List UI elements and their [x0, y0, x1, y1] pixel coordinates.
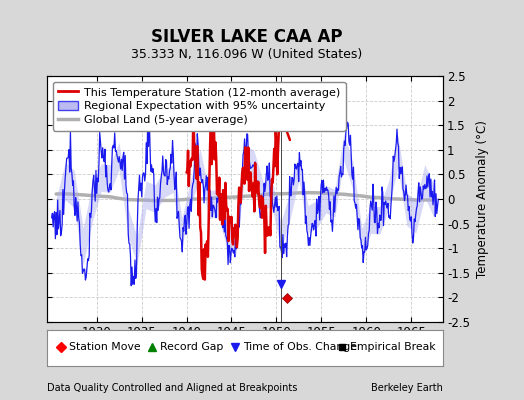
Legend: This Temperature Station (12-month average), Regional Expectation with 95% uncer: This Temperature Station (12-month avera… — [53, 82, 346, 131]
Text: SILVER LAKE CAA AP: SILVER LAKE CAA AP — [150, 28, 342, 46]
Text: Empirical Break: Empirical Break — [350, 342, 435, 352]
Text: 35.333 N, 116.096 W (United States): 35.333 N, 116.096 W (United States) — [130, 48, 362, 61]
Text: Data Quality Controlled and Aligned at Breakpoints: Data Quality Controlled and Aligned at B… — [47, 383, 298, 393]
Y-axis label: Temperature Anomaly (°C): Temperature Anomaly (°C) — [475, 120, 488, 278]
Text: Berkeley Earth: Berkeley Earth — [371, 383, 443, 393]
Text: Time of Obs. Change: Time of Obs. Change — [243, 342, 357, 352]
Text: Record Gap: Record Gap — [160, 342, 223, 352]
Text: Station Move: Station Move — [69, 342, 140, 352]
